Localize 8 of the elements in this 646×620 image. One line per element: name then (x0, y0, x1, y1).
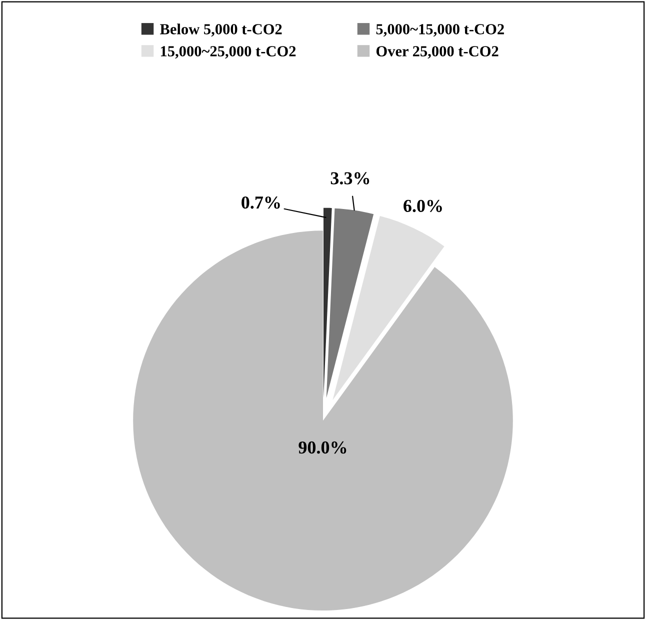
legend-label: Below 5,000 t-CO2 (160, 24, 282, 37)
legend-label: 15,000~25,000 t-CO2 (160, 46, 296, 59)
legend-label: Over 25,000 t-CO2 (376, 46, 498, 59)
data-label: 0.7% (242, 196, 280, 209)
data-label: 90.0% (298, 441, 346, 454)
data-label: 6.0% (404, 200, 442, 212)
legend-label: 5,000~15,000 t-CO2 (376, 24, 504, 37)
data-label: 3.3% (330, 172, 370, 184)
